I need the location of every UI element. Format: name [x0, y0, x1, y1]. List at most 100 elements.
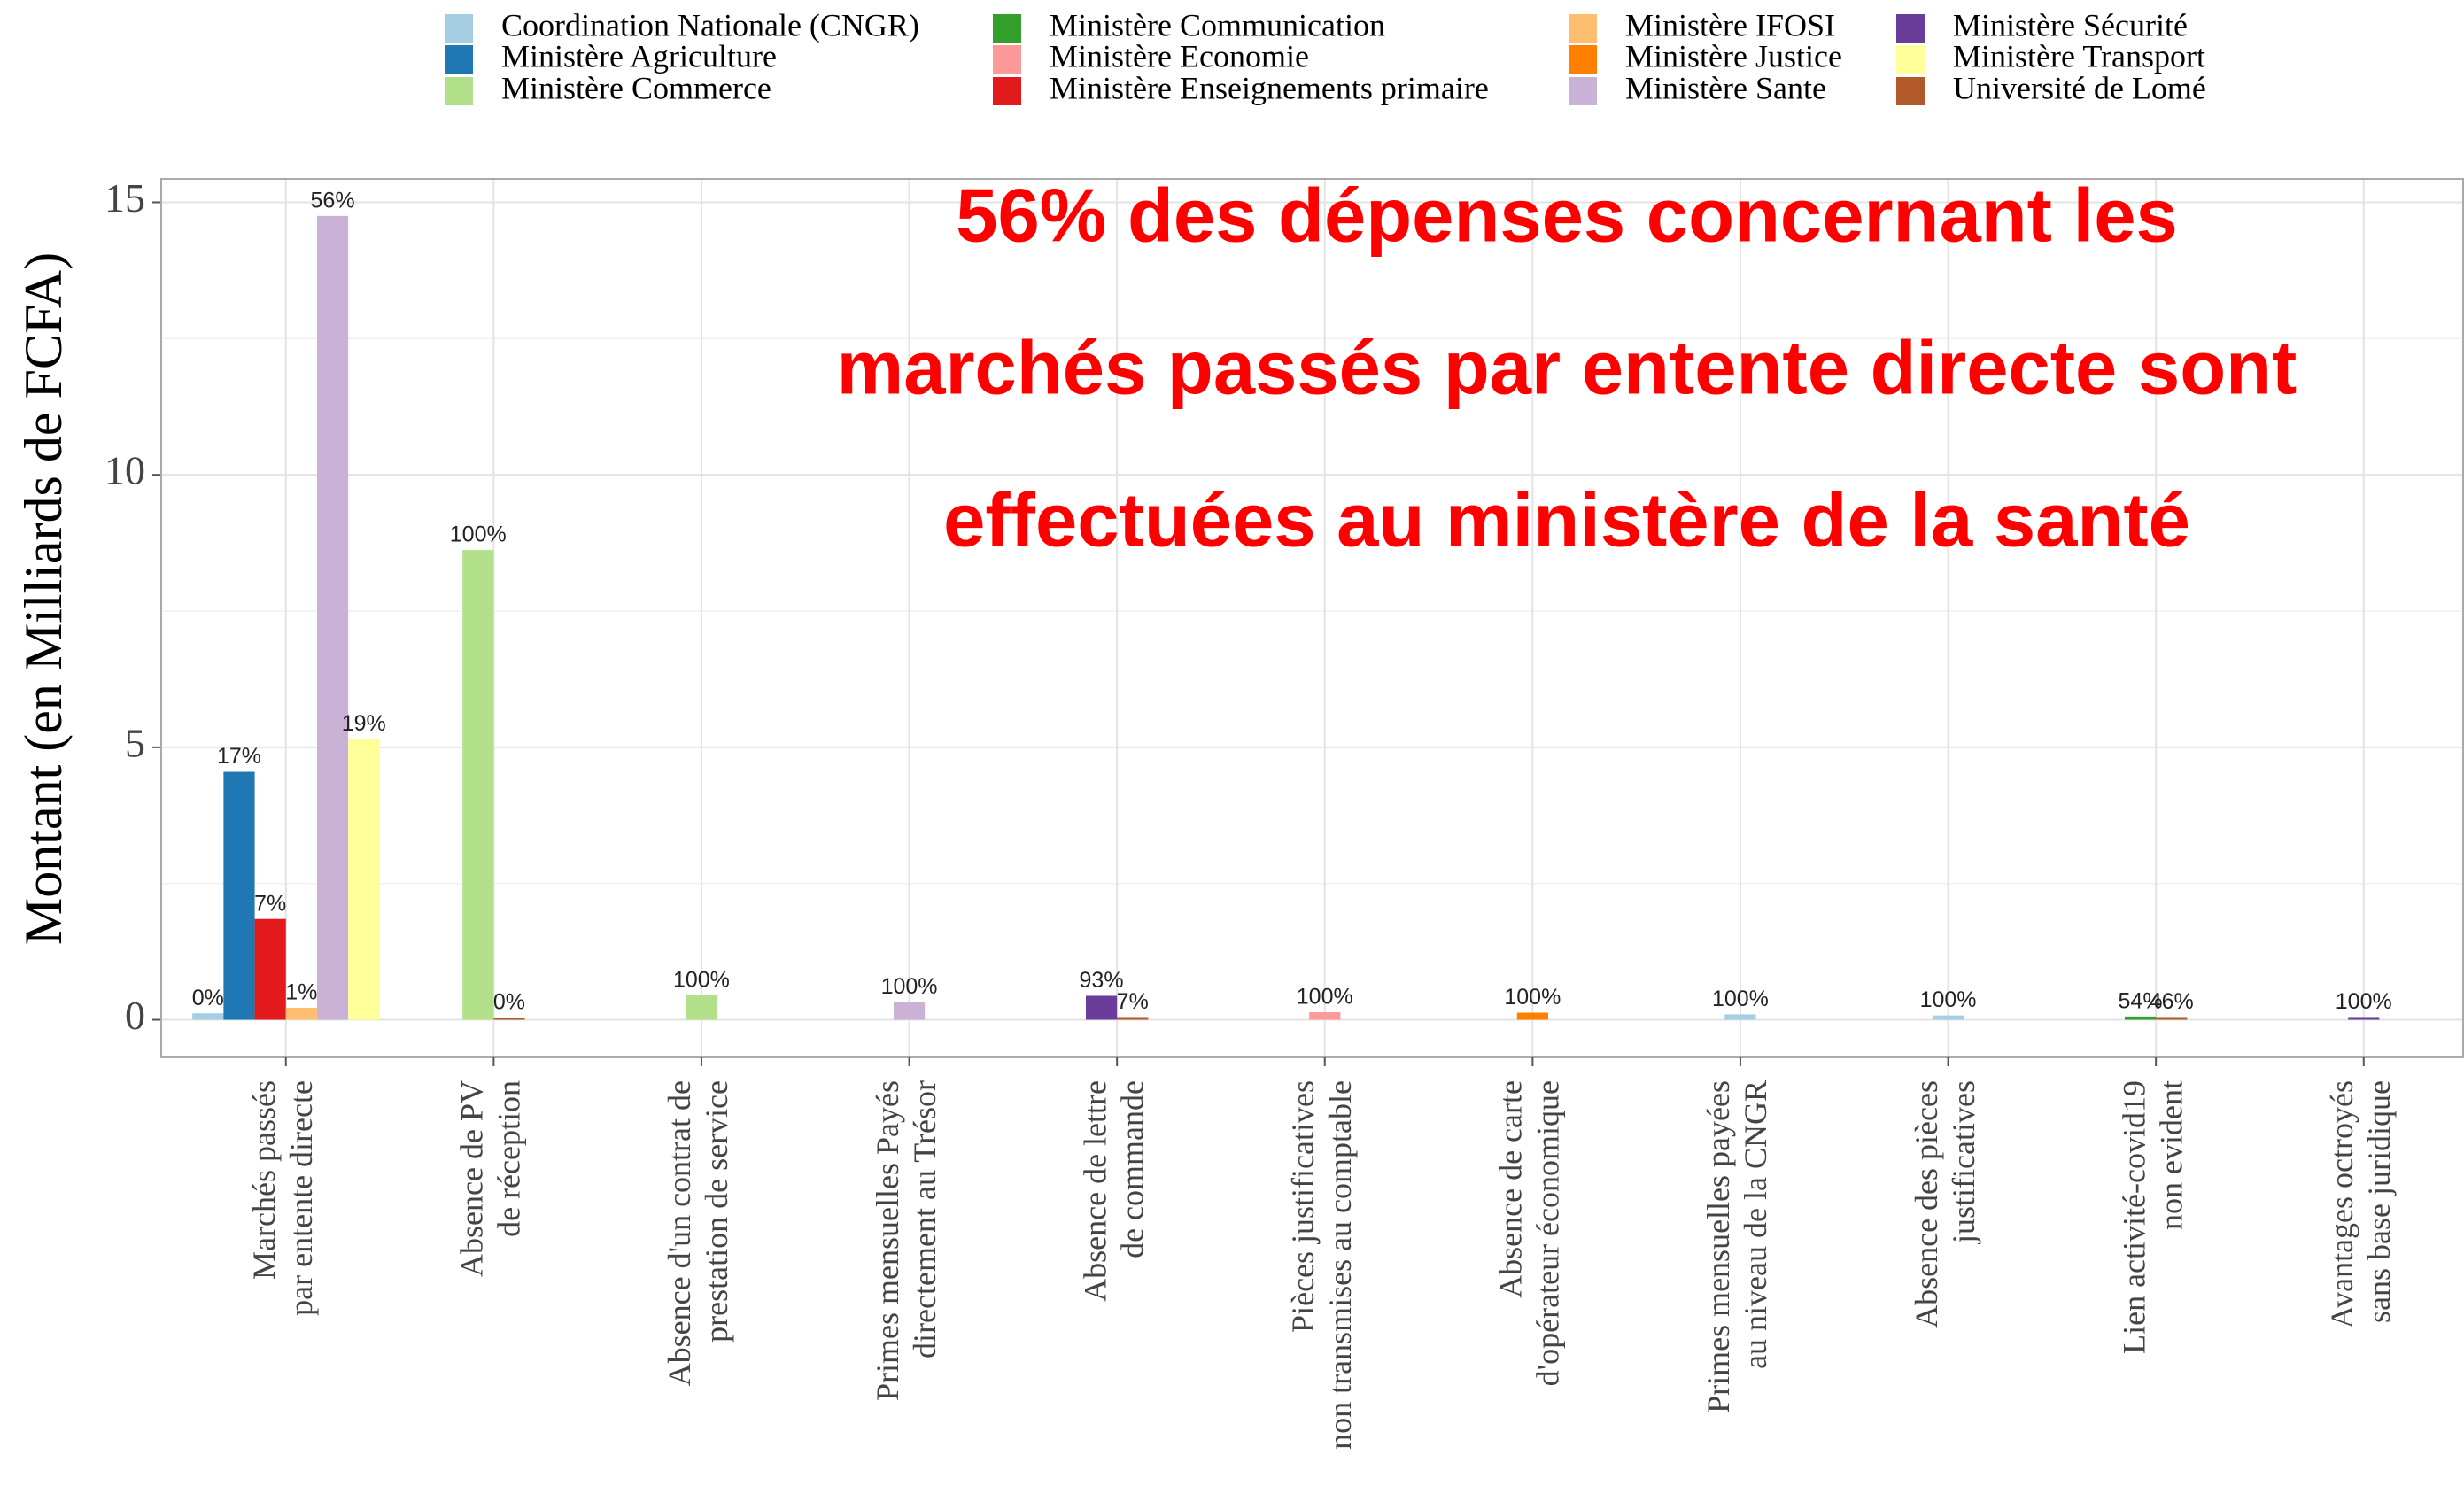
legend-label: Université de Lomé — [1953, 70, 2206, 105]
value-label: 0% — [192, 986, 224, 1010]
legend-label: Ministère Sécurité — [1953, 7, 2188, 43]
bar — [2348, 1017, 2380, 1020]
value-label: 100% — [450, 522, 507, 547]
legend-label: Ministère Commerce — [501, 70, 771, 105]
bar — [1516, 1012, 1548, 1020]
bar — [254, 918, 286, 1020]
x-tick-label: Lien activité-covid19 non evident — [2116, 1080, 2189, 1354]
value-label: 19% — [342, 711, 386, 736]
legend-key — [993, 14, 1021, 43]
x-tick-label-line: Lien activité-covid19 — [2116, 1080, 2151, 1354]
value-label: 93% — [1080, 968, 1124, 993]
bar — [316, 215, 349, 1020]
value-label: 100% — [1504, 985, 1561, 1010]
x-tick-label-line: au niveau de la CNGR — [1738, 1080, 1773, 1369]
x-tick-label-line: Absence de PV — [454, 1080, 490, 1277]
x-tick-label-line: Primes mensuelles Payés — [870, 1080, 905, 1401]
value-label: 100% — [881, 974, 938, 999]
x-tick-label: Absence de PV de réception — [454, 1080, 527, 1277]
legend-label: Ministère Agriculture — [501, 38, 777, 74]
x-tick-label-line: sans base juridique — [2361, 1080, 2397, 1323]
x-tick-label-line: Absence d'un contrat de — [662, 1080, 697, 1386]
annotation: 56% des dépenses concernant les — [956, 174, 2178, 258]
x-tick-label-line: non transmises au comptable — [1322, 1080, 1358, 1450]
bar — [192, 1013, 224, 1020]
bar — [348, 739, 380, 1020]
bar — [223, 771, 255, 1020]
bar — [1085, 995, 1118, 1020]
x-tick-label-line: directement au Trésor — [907, 1080, 942, 1358]
legend-key — [1896, 77, 1925, 105]
x-tick-label-line: Pièces justificatives — [1285, 1080, 1321, 1333]
legend-key — [1569, 14, 1597, 43]
x-tick-label: Pièces justificatives non transmises au c… — [1285, 1080, 1358, 1450]
y-tick-label: 0 — [125, 993, 145, 1038]
y-tick-label: 5 — [125, 720, 145, 765]
legend-label: Ministère Communication — [1050, 7, 1385, 43]
x-tick-label: Primes mensuelles Payés directement au Tr… — [870, 1080, 942, 1401]
legend-label: Ministère IFOSI — [1625, 7, 1835, 43]
x-tick-label-line: Marchés passés — [246, 1080, 282, 1280]
x-tick-label-line: de commande — [1114, 1080, 1150, 1258]
x-tick-label-line: d'opérateur économique — [1530, 1080, 1566, 1386]
x-tick-label-line: prestation de service — [699, 1080, 734, 1343]
bar — [285, 1008, 317, 1020]
legend-key — [1569, 77, 1597, 105]
bar — [686, 995, 717, 1020]
legend-key — [1896, 45, 1925, 74]
legend-key — [445, 77, 473, 105]
value-label: 46% — [2150, 989, 2194, 1014]
annotation: marchés passés par entente directe sont — [837, 326, 2297, 410]
legend-label: Ministère Transport — [1953, 38, 2205, 74]
bar — [1309, 1011, 1341, 1020]
legend-label: Coordination Nationale (CNGR) — [501, 7, 919, 43]
x-tick-label-line: de réception — [492, 1080, 527, 1237]
legend-label: Ministère Justice — [1625, 38, 1842, 74]
bar — [893, 1002, 926, 1020]
bar — [2156, 1017, 2188, 1020]
value-label: 100% — [1920, 987, 1977, 1012]
value-label: 100% — [2336, 989, 2392, 1014]
value-label: 100% — [1297, 985, 1353, 1010]
x-tick-label-line: par entente directe — [283, 1080, 319, 1316]
legend-key — [1569, 45, 1597, 74]
x-tick-label-line: Primes mensuelles payées — [1701, 1080, 1736, 1413]
x-tick-label: Absence d'un contrat de prestation de ser… — [662, 1080, 734, 1386]
value-label: 100% — [1712, 987, 1769, 1011]
x-tick-label: Marchés passés par entente directe — [246, 1080, 319, 1316]
value-label: 1% — [285, 980, 317, 1005]
legend-key — [1896, 14, 1925, 43]
legend-label: Ministère Enseignements primaire — [1050, 70, 1489, 105]
value-label: 7% — [1117, 989, 1149, 1014]
legend-key — [445, 45, 473, 74]
value-label: 100% — [673, 967, 730, 992]
panel-border — [160, 178, 2464, 1058]
x-tick-label-line: Avantages octroyés — [2324, 1080, 2359, 1328]
x-tick-label: Avantages octroyés sans base juridique — [2324, 1080, 2397, 1328]
y-axis-title: Montant (en Milliards de FCFA) — [14, 252, 73, 945]
bar — [1932, 1015, 1964, 1020]
bar — [462, 550, 494, 1020]
bar — [2124, 1016, 2157, 1020]
x-tick-label: Absence de carte d'opérateur économique — [1493, 1080, 1566, 1386]
value-label: 56% — [311, 188, 355, 213]
bar — [1724, 1014, 1756, 1020]
x-tick-label: Primes mensuelles payées au niveau de la … — [1701, 1080, 1773, 1413]
x-tick-label-line: Absence de lettre — [1077, 1080, 1112, 1302]
value-label: 54% — [2119, 988, 2163, 1013]
x-tick-label: Absence de lettre de commande — [1077, 1080, 1150, 1302]
value-label: 17% — [217, 744, 261, 769]
annotation: effectuées au ministère de la santé — [943, 478, 2190, 562]
y-tick-label: 10 — [105, 448, 145, 493]
value-label: 0% — [493, 990, 525, 1015]
value-label: 7% — [254, 891, 286, 916]
legend-key — [445, 14, 473, 43]
y-tick-label: 15 — [105, 175, 145, 221]
x-tick-label-line: non evident — [2153, 1080, 2189, 1230]
legend-label: Ministère Sante — [1625, 70, 1826, 105]
bar — [493, 1018, 525, 1020]
x-tick-label-line: justificatives — [1946, 1080, 1981, 1245]
x-tick-label-line: Absence des pièces — [1909, 1080, 1944, 1328]
legend-key — [993, 45, 1021, 74]
